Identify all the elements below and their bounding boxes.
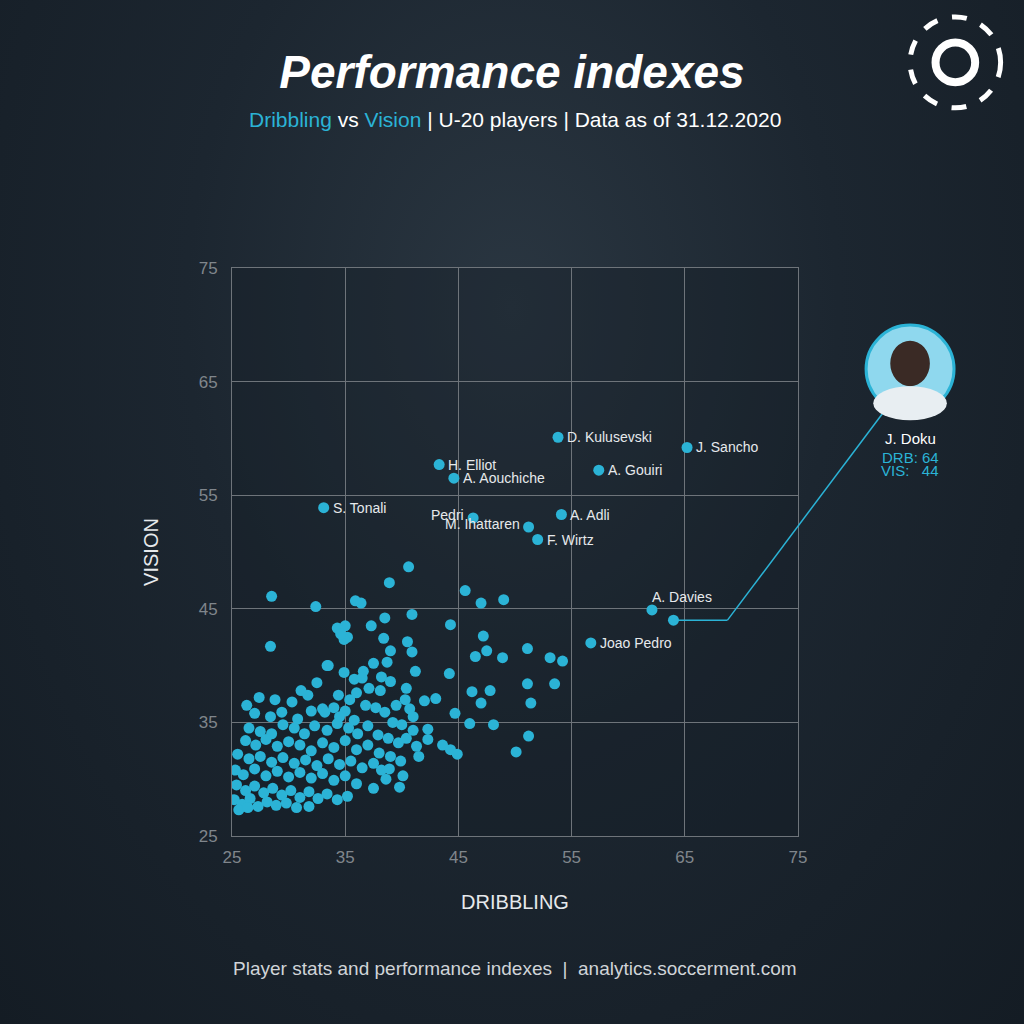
svg-text:Dribbling vs Vision | U-20 pla: Dribbling vs Vision | U-20 players | Dat… <box>249 108 781 131</box>
svg-text:75: 75 <box>199 259 218 278</box>
svg-text:DRB: 64: DRB: 64 <box>882 449 939 466</box>
svg-text:S. Tonali: S. Tonali <box>333 500 386 516</box>
svg-text:H. Elliot: H. Elliot <box>448 457 496 473</box>
svg-text:Pedri: Pedri <box>431 507 464 523</box>
svg-text:A. Adli: A. Adli <box>570 507 610 523</box>
svg-text:Performance indexes: Performance indexes <box>279 46 744 98</box>
svg-text:35: 35 <box>336 848 355 867</box>
svg-text:D. Kulusevski: D. Kulusevski <box>567 429 652 445</box>
svg-text:25: 25 <box>223 848 242 867</box>
svg-text:J. Sancho: J. Sancho <box>696 439 758 455</box>
svg-text:DRIBBLING: DRIBBLING <box>461 891 569 913</box>
svg-text:A. Davies: A. Davies <box>652 589 712 605</box>
svg-text:J. Doku: J. Doku <box>885 430 936 447</box>
svg-text:65: 65 <box>675 848 694 867</box>
svg-text:65: 65 <box>199 373 218 392</box>
svg-text:VIS: 44: VIS: 44 <box>881 462 939 479</box>
svg-text:25: 25 <box>199 827 218 846</box>
svg-text:75: 75 <box>789 848 808 867</box>
svg-text:55: 55 <box>199 486 218 505</box>
svg-text:45: 45 <box>449 848 468 867</box>
svg-text:A. Gouiri: A. Gouiri <box>608 462 662 478</box>
svg-text:VISION: VISION <box>140 518 162 586</box>
svg-text:A. Aouchiche: A. Aouchiche <box>463 470 545 486</box>
svg-text:M. Ihattaren: M. Ihattaren <box>445 516 520 532</box>
svg-text:F. Wirtz: F. Wirtz <box>547 532 594 548</box>
svg-text:55: 55 <box>562 848 581 867</box>
svg-text:Player stats and performance i: Player stats and performance indexes | a… <box>233 958 797 979</box>
svg-text:Joao Pedro: Joao Pedro <box>600 635 672 651</box>
svg-text:35: 35 <box>199 713 218 732</box>
svg-text:45: 45 <box>199 600 218 619</box>
